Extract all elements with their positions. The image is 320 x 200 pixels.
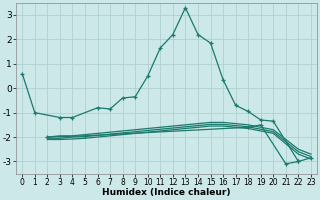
X-axis label: Humidex (Indice chaleur): Humidex (Indice chaleur) [102, 188, 231, 197]
